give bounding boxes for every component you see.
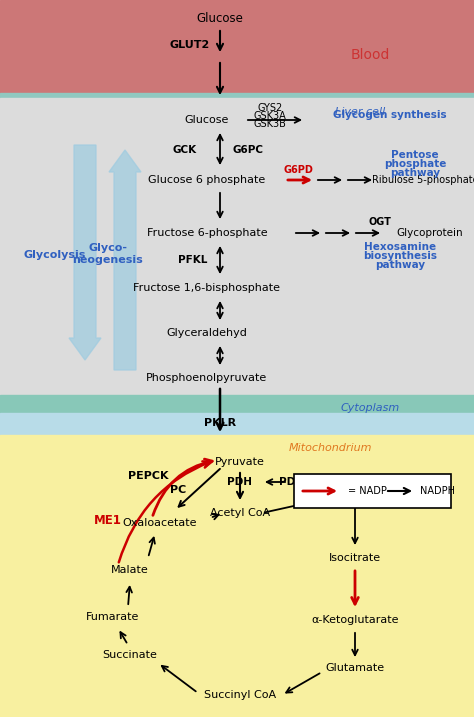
Text: GYS2: GYS2 (257, 103, 283, 113)
Bar (0, 435, 474, 717)
Text: Pyruvate: Pyruvate (215, 457, 265, 467)
Text: Fumarate: Fumarate (86, 612, 140, 622)
Text: Fructose 1,6-bisphosphate: Fructose 1,6-bisphosphate (134, 283, 281, 293)
Text: PEPCK: PEPCK (128, 471, 168, 481)
Text: Glucose: Glucose (185, 115, 229, 125)
Text: neogenesis: neogenesis (73, 255, 143, 265)
Text: phosphate: phosphate (384, 159, 446, 169)
Text: ME1: ME1 (94, 513, 122, 526)
Text: α-Ketoglutarate: α-Ketoglutarate (311, 615, 399, 625)
Text: Pentose: Pentose (391, 150, 439, 160)
Text: Glucose 6 phosphate: Glucose 6 phosphate (148, 175, 265, 185)
Text: Fructose 6-phosphate: Fructose 6-phosphate (146, 228, 267, 238)
Text: G6PC: G6PC (233, 145, 264, 155)
Text: Acetyl CoA: Acetyl CoA (210, 508, 270, 518)
Bar (0, 98, 474, 398)
Text: pathway: pathway (375, 260, 425, 270)
Text: Ribulose 5-phosphate: Ribulose 5-phosphate (372, 175, 474, 185)
Text: Hexosamine: Hexosamine (364, 242, 436, 252)
Text: pathway: pathway (390, 168, 440, 178)
Text: Glutamate: Glutamate (326, 663, 384, 673)
Text: G6PD: G6PD (283, 165, 313, 175)
Text: GSK3A: GSK3A (254, 111, 286, 121)
Text: Cytoplasm: Cytoplasm (340, 403, 400, 413)
Text: Blood: Blood (350, 48, 390, 62)
Text: Glucose: Glucose (197, 11, 244, 24)
Text: = NADP: = NADP (348, 486, 387, 496)
Text: Glycoprotein: Glycoprotein (397, 228, 463, 238)
Text: GCK: GCK (173, 145, 197, 155)
FancyBboxPatch shape (294, 474, 451, 508)
Text: Succinyl CoA: Succinyl CoA (204, 690, 276, 700)
Text: PFKL: PFKL (178, 255, 208, 265)
Text: GSK3B: GSK3B (254, 119, 286, 129)
Text: Malate: Malate (111, 565, 149, 575)
Text: GLUT2: GLUT2 (170, 40, 210, 50)
Text: biosynthesis: biosynthesis (363, 251, 437, 261)
Text: Glyco-: Glyco- (89, 243, 128, 253)
Text: PDH: PDH (228, 477, 253, 487)
Bar (0, 395, 474, 413)
FancyArrow shape (69, 145, 101, 360)
Bar (0, 93, 474, 98)
Text: Mitochondrium: Mitochondrium (288, 443, 372, 453)
Text: Glycogen synthesis: Glycogen synthesis (333, 110, 447, 120)
Text: Glyceraldehyd: Glyceraldehyd (166, 328, 247, 338)
Text: Liver cell: Liver cell (335, 107, 385, 117)
Text: Succinate: Succinate (102, 650, 157, 660)
Text: Isocitrate: Isocitrate (329, 553, 381, 563)
Text: Citrate: Citrate (336, 488, 374, 498)
Text: NADPH: NADPH (420, 486, 455, 496)
FancyArrow shape (109, 150, 141, 370)
Bar (0, 413, 474, 435)
Bar (0, 0, 474, 95)
Text: PC: PC (170, 485, 186, 495)
Text: Glycolysis: Glycolysis (24, 250, 86, 260)
Text: PDK4: PDK4 (279, 477, 311, 487)
Text: PKLR: PKLR (204, 418, 236, 428)
Text: OGT: OGT (369, 217, 392, 227)
Text: Phosphoenolpyruvate: Phosphoenolpyruvate (146, 373, 268, 383)
Text: Oxaloacetate: Oxaloacetate (123, 518, 197, 528)
